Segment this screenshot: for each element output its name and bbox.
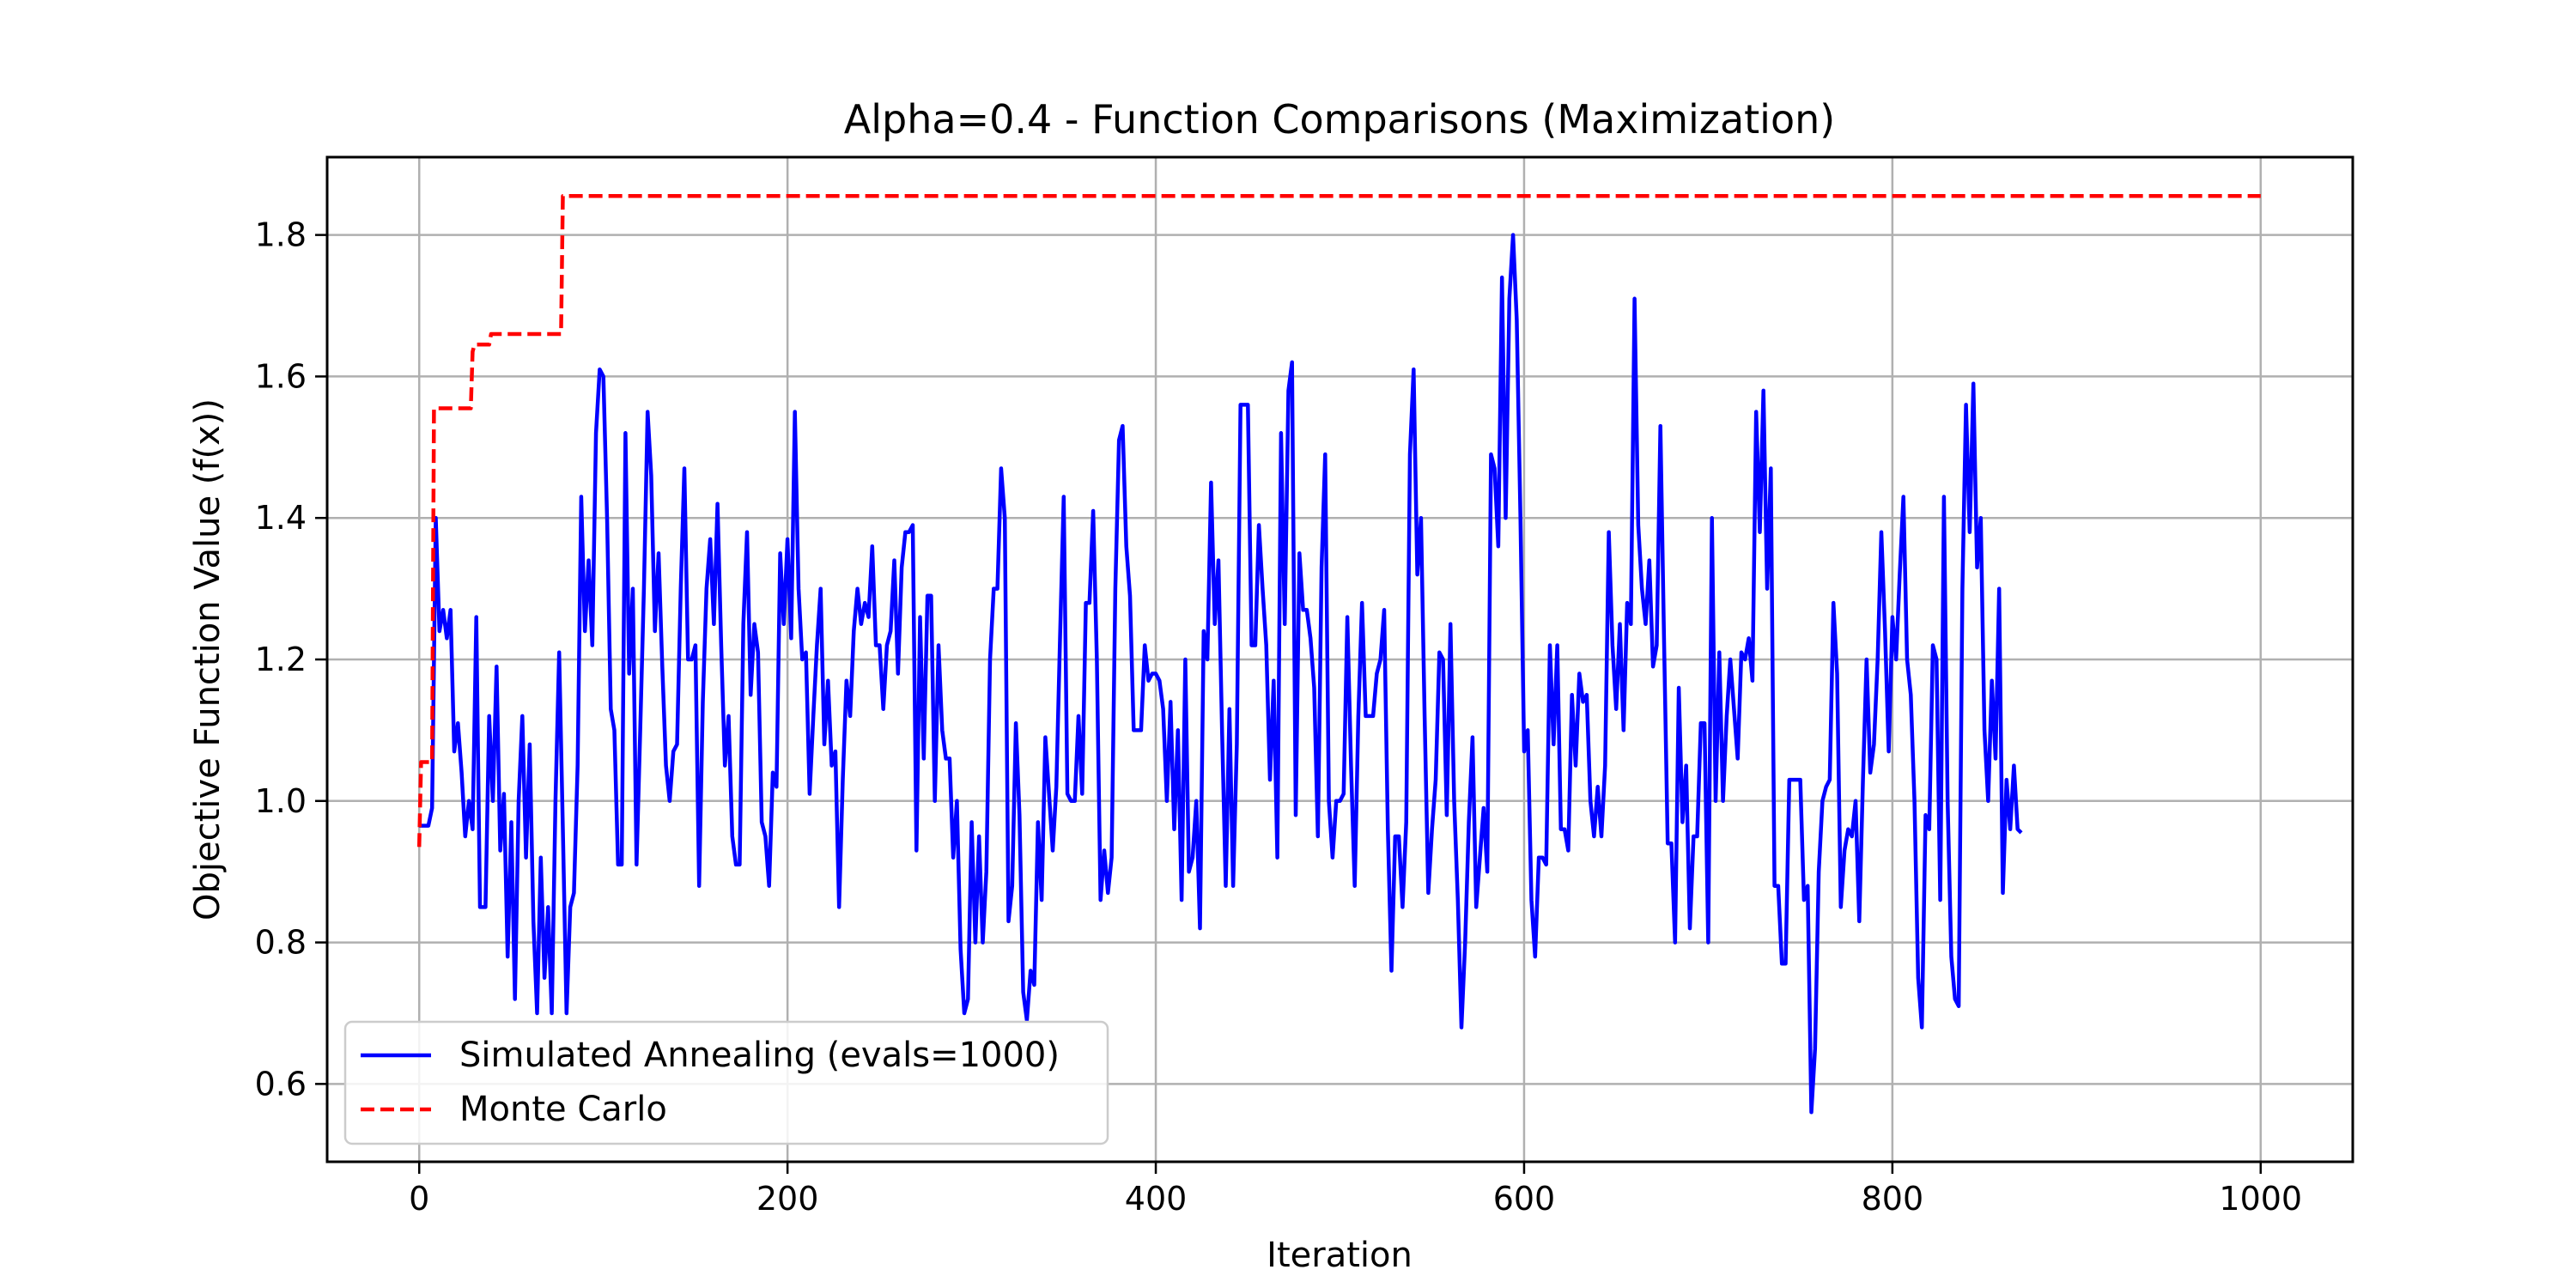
legend-label-simulated-annealing: Simulated Annealing (evals=1000) (459, 1036, 1060, 1075)
y-tick-label: 1.2 (255, 641, 307, 678)
x-tick-label: 800 (1862, 1180, 1924, 1218)
y-tick-label: 1.0 (255, 782, 307, 820)
legend-label-monte-carlo: Monte Carlo (459, 1090, 667, 1129)
series-line-monte-carlo (416, 194, 2261, 848)
y-tick-label: 1.4 (255, 499, 307, 537)
chart-title: Alpha=0.4 - Function Comparisons (Maximi… (844, 96, 1835, 143)
y-tick-label: 1.8 (255, 216, 307, 254)
y-axis-label: Objective Function Value (f(x)) (188, 398, 228, 920)
y-tick-label: 0.8 (255, 924, 307, 962)
ticks: 0 200 400 600 800 1000 0.6 0.8 1.0 1.2 1.4 1.6 1.8 (255, 216, 2303, 1218)
y-tick-label: 0.6 (255, 1065, 307, 1103)
x-tick-label: 600 (1493, 1180, 1556, 1218)
y-tick-label: 1.6 (255, 357, 307, 395)
series-line-simulated-annealing (419, 233, 2023, 1115)
series-layer (416, 194, 2261, 1115)
legend-box (343, 1020, 1109, 1145)
grid (327, 157, 2353, 1162)
x-axis-label: Iteration (1267, 1236, 1413, 1275)
x-tick-label: 0 (409, 1180, 429, 1218)
x-tick-label: 200 (756, 1180, 819, 1218)
x-tick-label: 1000 (2219, 1180, 2302, 1218)
legend: Simulated Annealing (evals=1000) Monte C… (343, 1020, 1109, 1145)
x-tick-label: 400 (1125, 1180, 1188, 1218)
